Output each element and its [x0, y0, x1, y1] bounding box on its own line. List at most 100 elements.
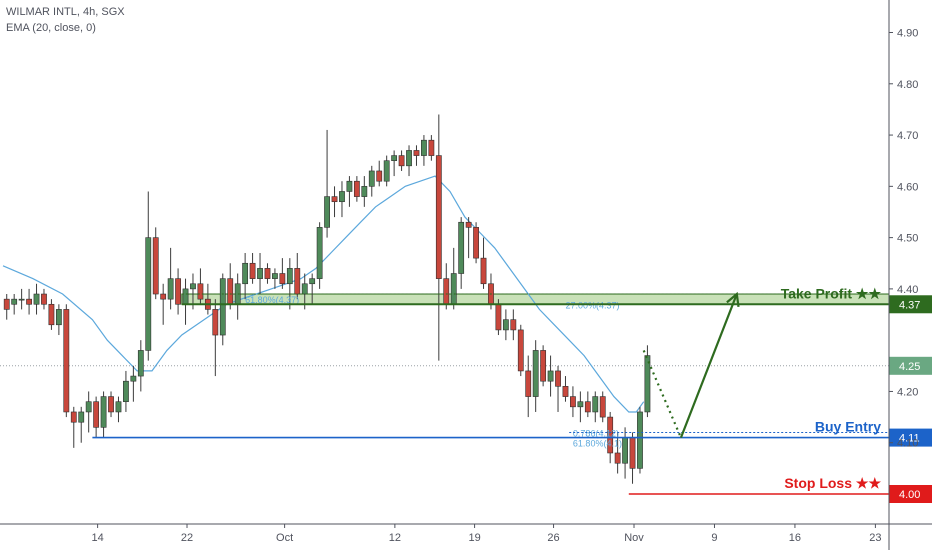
candle-body	[510, 319, 517, 331]
candle-body	[85, 401, 92, 413]
candle-body	[428, 139, 435, 156]
level-axis-label: 4.00	[899, 489, 920, 501]
candle-body	[517, 329, 524, 372]
candle-body	[93, 401, 100, 428]
candle-body	[592, 396, 599, 413]
candle-body	[41, 293, 47, 305]
candle-body	[331, 196, 338, 203]
candle-body	[130, 375, 137, 382]
candle-body	[622, 437, 628, 464]
candle-body	[577, 401, 584, 408]
candle-body	[480, 257, 487, 285]
level-axis-badge	[889, 428, 932, 447]
time-tick-label: 9	[711, 532, 717, 544]
candle-body	[555, 370, 561, 387]
price-tick-label: 4.40	[897, 284, 918, 296]
candle-body	[629, 437, 636, 469]
price-tick-label: 4.60	[897, 181, 918, 193]
time-tick-label: 19	[468, 532, 480, 544]
level-axis-badge	[889, 485, 932, 503]
candle-body	[33, 293, 40, 305]
candle-body	[361, 186, 368, 197]
candle-body	[264, 268, 271, 279]
candle-body	[458, 221, 465, 274]
projection-layer	[642, 291, 740, 439]
candle-body	[376, 170, 383, 182]
candle-body	[197, 283, 204, 300]
candle-body	[78, 411, 85, 423]
candle-body	[502, 319, 509, 331]
candle-body	[570, 396, 576, 408]
level-label: Stop Loss ★★	[784, 475, 881, 491]
candle-body	[272, 273, 278, 279]
symbol-title: WILMAR INTL, 4h, SGX	[6, 6, 125, 18]
candle-body	[532, 350, 539, 397]
candle-body	[383, 160, 390, 182]
time-tick-label: Oct	[276, 532, 293, 544]
candle-body	[227, 278, 234, 305]
candle-body	[26, 298, 32, 305]
last-price-label: 4.25	[899, 361, 920, 373]
candle-body	[11, 298, 18, 305]
candle-body	[48, 303, 55, 326]
candle-body	[108, 396, 114, 413]
candle-body	[413, 150, 420, 156]
candle-body	[160, 293, 167, 300]
price-tick-label: 4.20	[897, 386, 918, 398]
price-tick-label: 4.70	[897, 130, 918, 142]
candle-body	[421, 139, 427, 156]
time-tick-label: 23	[869, 532, 881, 544]
candle-body	[406, 150, 412, 167]
candle-body	[63, 309, 70, 413]
level-axis-badge	[889, 295, 932, 314]
candle-body	[286, 268, 293, 285]
candle-body	[391, 155, 398, 162]
candle-body	[294, 268, 301, 295]
time-tick-label: Nov	[624, 532, 644, 544]
candle-body	[584, 401, 591, 413]
candle-body	[182, 288, 189, 305]
last-price-badge	[889, 356, 932, 375]
candle-body	[368, 170, 375, 187]
price-tick-label: 4.90	[897, 28, 918, 40]
candle-body	[257, 268, 263, 279]
candle-body	[55, 309, 62, 326]
fib-label: 61.80%(4.1)	[573, 439, 622, 449]
time-tick-label: 26	[547, 532, 559, 544]
candle-body	[473, 227, 479, 259]
candle-body	[167, 278, 174, 300]
candle-body	[465, 221, 472, 228]
candle-body	[137, 350, 144, 377]
time-tick-label: 16	[789, 532, 801, 544]
candle-body	[495, 303, 502, 331]
price-tick-label: 4.80	[897, 79, 918, 91]
candle-body	[443, 278, 450, 305]
candle-body	[614, 452, 621, 464]
ema-line	[2, 175, 645, 413]
candle-body	[175, 278, 181, 305]
candle-body	[70, 411, 77, 423]
candle-body	[599, 396, 606, 418]
candle-body	[450, 273, 457, 305]
candle-body	[3, 298, 10, 310]
candle-body	[562, 386, 569, 397]
candle-body	[219, 278, 226, 336]
candle-body	[152, 237, 159, 295]
candle-body	[525, 370, 532, 397]
fib-label: 61.80%(4.37)	[245, 295, 299, 305]
candle-body	[398, 155, 405, 167]
candle-body	[249, 262, 256, 279]
indicator-title: EMA (20, close, 0)	[6, 22, 96, 34]
fib-label: 0.786(4.12)	[573, 428, 619, 438]
projection-arrow-line	[679, 293, 738, 438]
candle-body	[607, 416, 614, 454]
price-tick-label: 4.50	[897, 233, 918, 245]
candle-body	[18, 298, 25, 301]
candle-body	[540, 350, 547, 382]
candle-body	[301, 283, 308, 295]
candle-body	[644, 355, 651, 413]
candle-body	[115, 401, 122, 413]
candle-body	[190, 283, 196, 290]
candle-body	[212, 309, 219, 336]
